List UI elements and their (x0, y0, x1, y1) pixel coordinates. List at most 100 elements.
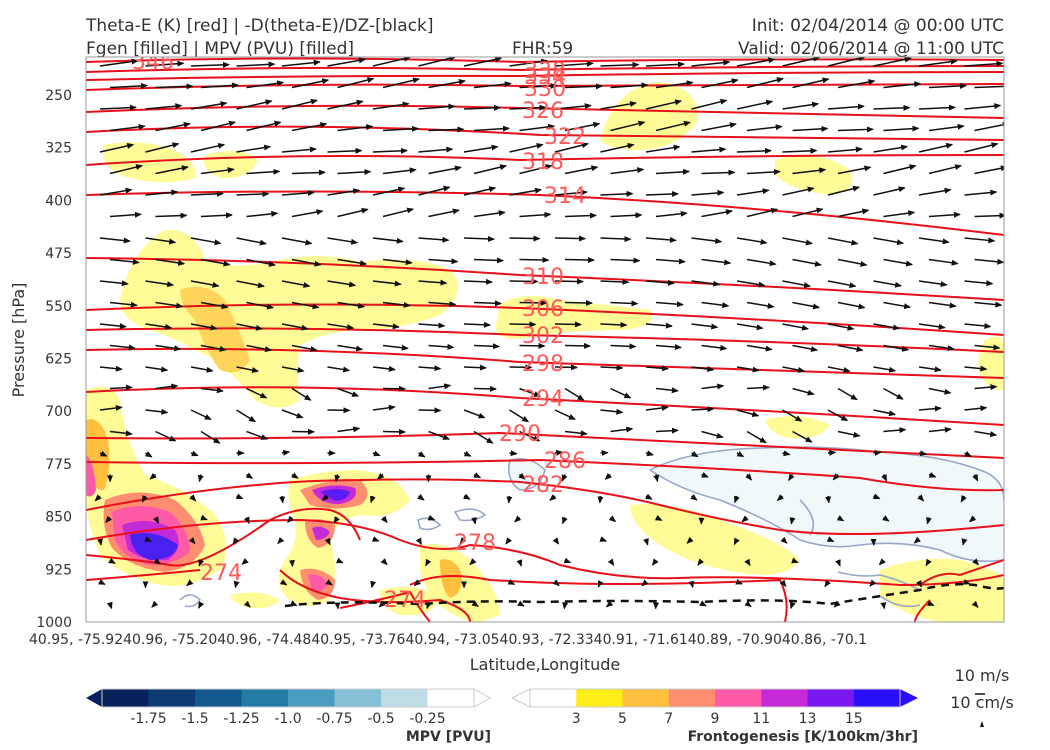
wind-vector (554, 60, 594, 67)
wind-vector (872, 493, 881, 500)
wind-vector (792, 125, 829, 132)
wind-vector (836, 515, 845, 522)
wind-vector (655, 120, 692, 132)
wind-vector (418, 407, 442, 414)
wind-vector (463, 104, 501, 111)
fgen-colorbar-min-arrow (510, 688, 531, 708)
wind-vector (780, 536, 788, 544)
wind-vector (471, 600, 479, 607)
wind-vector (428, 343, 455, 350)
wind-vector (190, 323, 218, 331)
wind-vector (925, 558, 932, 567)
wind-vector (610, 300, 639, 307)
wind-vector (701, 383, 725, 390)
wind-vector (782, 323, 810, 331)
wind-vector (144, 451, 153, 458)
wind-vector (382, 207, 415, 218)
theta-label-338: 338 (524, 59, 566, 84)
wind-vector (186, 579, 194, 587)
wind-vector (281, 189, 315, 196)
wind-vector (333, 516, 340, 524)
wind-vector (972, 473, 979, 482)
wind-vector (918, 104, 956, 111)
wind-vector (198, 601, 205, 609)
wind-key-arrow-vertical (980, 721, 984, 727)
wind-vector (463, 364, 487, 371)
wind-vector (792, 344, 819, 352)
wind-vector (827, 323, 855, 331)
wind-vector (918, 405, 942, 412)
fgen-colorbar-ticks: 3 5 7 9 11 13 15 (572, 711, 863, 727)
wind-vector (746, 384, 770, 391)
wind-vector (519, 387, 542, 397)
wind-vector (837, 258, 868, 267)
theta-label-290: 290 (499, 422, 541, 447)
wind-vector (968, 515, 977, 523)
wind-vector (827, 409, 849, 422)
wind-vector (324, 537, 331, 546)
wind-vector (243, 600, 251, 608)
wind-vector (746, 301, 775, 309)
colorbar-swatch (530, 689, 577, 707)
y-tick-label: 550 (45, 299, 72, 315)
wind-vector (245, 472, 254, 479)
wind-vector (928, 211, 961, 218)
wind-vector (564, 121, 601, 132)
wind-vector (837, 208, 870, 218)
wind-vector (736, 450, 745, 458)
colorbar-swatch (807, 689, 855, 707)
init-time: Init: 02/04/2014 @ 00:00 UTC (752, 16, 1004, 36)
wind-vector (974, 165, 1004, 175)
wind-vector (788, 473, 795, 482)
wind-vector (417, 493, 425, 501)
wind-vector (105, 515, 113, 524)
wind-vector (155, 258, 186, 266)
wind-vector (190, 190, 224, 197)
wind-vector (200, 120, 236, 132)
wind-vector (463, 321, 491, 328)
wind-vector (473, 385, 497, 392)
wind-vector (155, 165, 189, 175)
mpv-colorbar-max-arrow (473, 688, 492, 708)
y-tick-label: 625 (45, 352, 72, 368)
colorbar-swatch (381, 689, 428, 707)
wind-vector (655, 80, 694, 89)
theta-label-298: 298 (522, 352, 564, 377)
wind-vector (109, 164, 144, 175)
wind-vector (190, 366, 214, 373)
wind-vector (776, 494, 785, 502)
wind-vector (827, 185, 861, 196)
wind-vector (832, 473, 840, 481)
wind-vector (99, 450, 108, 457)
wind-vector (928, 471, 937, 478)
wind-vector (463, 409, 486, 419)
wind-vector (701, 169, 736, 176)
wind-vector (246, 120, 282, 132)
wind-vector (645, 99, 683, 110)
wind-vector (190, 409, 212, 421)
wind-vector (964, 103, 1002, 110)
wind-vector (99, 365, 123, 372)
wind-vector (509, 58, 549, 67)
wind-vector (837, 301, 866, 310)
wind-vector (782, 57, 821, 67)
wind-vector (415, 537, 423, 546)
wind-vector (327, 366, 351, 373)
wind-vector (873, 323, 901, 331)
wind-vector (782, 450, 791, 457)
wind-vector (380, 515, 388, 524)
wind-vector (372, 365, 396, 372)
wind-vector (600, 321, 628, 328)
wind-vector (928, 344, 955, 352)
wind-vector (519, 82, 558, 89)
wind-vector (327, 280, 357, 288)
wind-vector (145, 366, 169, 373)
wind-vector (873, 104, 911, 111)
wind-vector (746, 124, 783, 132)
wind-vector (427, 514, 436, 521)
theta-label-314: 314 (544, 184, 586, 209)
wind-vector (335, 557, 344, 564)
wind-vector (463, 450, 472, 457)
wind-vector (94, 494, 102, 502)
wind-vector (189, 494, 197, 502)
